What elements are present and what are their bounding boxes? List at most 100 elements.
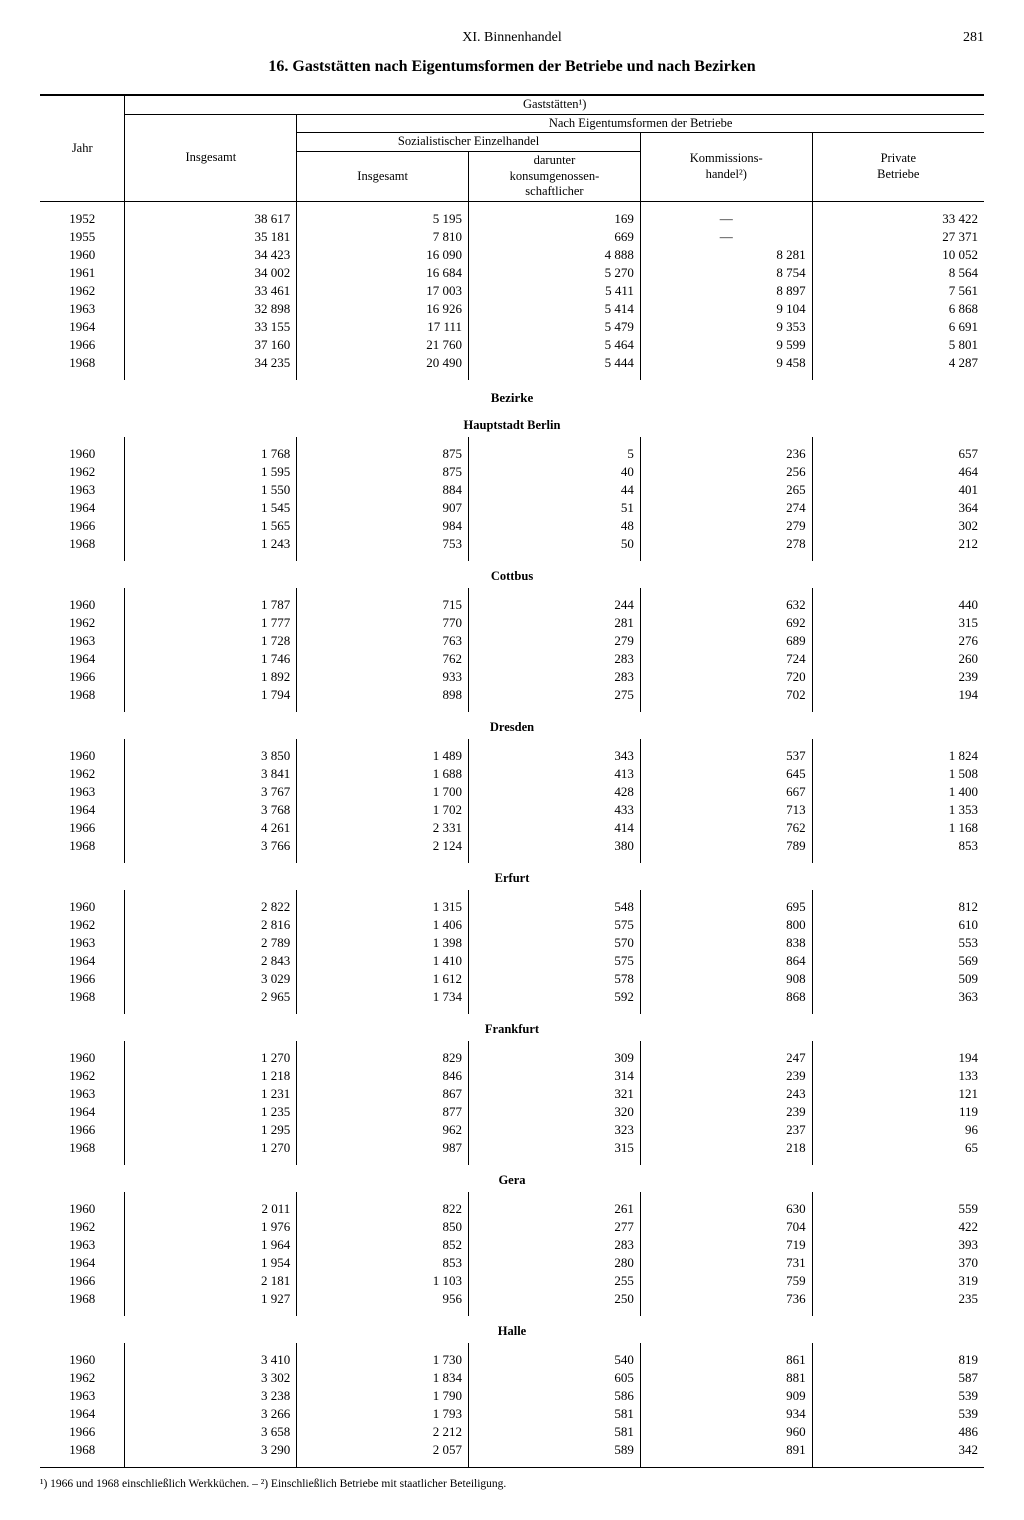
cell-socialist-coop: 5 270 [469, 264, 641, 282]
cell-socialist-coop: 277 [469, 1218, 641, 1236]
col-commission: Kommissions- handel²) [640, 133, 812, 202]
cell-commission: 838 [640, 934, 812, 952]
cell-year: 1963 [40, 300, 125, 318]
cell-private: 212 [812, 535, 984, 553]
cell-private: 553 [812, 934, 984, 952]
cell-private: 119 [812, 1103, 984, 1121]
cell-total: 3 767 [125, 783, 297, 801]
cell-total: 1 218 [125, 1067, 297, 1085]
table-row: 19663 6582 212581960486 [40, 1423, 984, 1441]
district-heading: Halle [40, 1316, 984, 1343]
cell-year: 1955 [40, 228, 125, 246]
cell-total: 1 777 [125, 614, 297, 632]
cell-year: 1952 [40, 210, 125, 228]
cell-commission: 8 754 [640, 264, 812, 282]
cell-total: 1 954 [125, 1254, 297, 1272]
cell-total: 3 238 [125, 1387, 297, 1405]
table-row: 19631 728763279689276 [40, 632, 984, 650]
cell-commission: 236 [640, 445, 812, 463]
cell-total: 3 766 [125, 837, 297, 855]
cell-total: 1 787 [125, 596, 297, 614]
cell-private: 559 [812, 1200, 984, 1218]
cell-year: 1966 [40, 1272, 125, 1290]
cell-year: 1960 [40, 898, 125, 916]
cell-socialist-coop: 169 [469, 210, 641, 228]
cell-socialist-total: 867 [297, 1085, 469, 1103]
cell-year: 1962 [40, 282, 125, 300]
table-row: 19622 8161 406575800610 [40, 916, 984, 934]
cell-total: 2 789 [125, 934, 297, 952]
cell-total: 34 423 [125, 246, 297, 264]
cell-private: 401 [812, 481, 984, 499]
cell-socialist-coop: 414 [469, 819, 641, 837]
cell-total: 3 658 [125, 1423, 297, 1441]
chapter-title: XI. Binnenhandel [80, 30, 944, 46]
cell-commission: 9 599 [640, 336, 812, 354]
cell-total: 2 822 [125, 898, 297, 916]
spacer-row [40, 372, 984, 380]
cell-commission: 239 [640, 1103, 812, 1121]
cell-private: 8 564 [812, 264, 984, 282]
cell-socialist-coop: 586 [469, 1387, 641, 1405]
cell-total: 1 595 [125, 463, 297, 481]
cell-year: 1963 [40, 1236, 125, 1254]
cell-private: 27 371 [812, 228, 984, 246]
cell-commission: — [640, 228, 812, 246]
cell-year: 1962 [40, 614, 125, 632]
cell-socialist-total: 1 406 [297, 916, 469, 934]
table-body: 195238 6175 195169—33 422195535 1817 810… [40, 201, 984, 1467]
cell-socialist-total: 753 [297, 535, 469, 553]
cell-commission: 237 [640, 1121, 812, 1139]
cell-socialist-total: 1 315 [297, 898, 469, 916]
table-row: 19601 787715244632440 [40, 596, 984, 614]
cell-private: 194 [812, 686, 984, 704]
cell-socialist-total: 850 [297, 1218, 469, 1236]
cell-commission: 868 [640, 988, 812, 1006]
cell-socialist-coop: 5 [469, 445, 641, 463]
cell-socialist-coop: 315 [469, 1139, 641, 1157]
cell-socialist-total: 1 103 [297, 1272, 469, 1290]
col-total: Insgesamt [125, 114, 297, 201]
table-row: 19661 892933283720239 [40, 668, 984, 686]
cell-year: 1968 [40, 988, 125, 1006]
cell-socialist-coop: 380 [469, 837, 641, 855]
spacer-row [40, 1343, 984, 1351]
cell-private: 1 400 [812, 783, 984, 801]
cell-commission: 864 [640, 952, 812, 970]
cell-total: 3 029 [125, 970, 297, 988]
cell-total: 1 927 [125, 1290, 297, 1308]
cell-socialist-total: 16 090 [297, 246, 469, 264]
cell-socialist-total: 1 700 [297, 783, 469, 801]
cell-year: 1960 [40, 445, 125, 463]
cell-socialist-total: 956 [297, 1290, 469, 1308]
cell-private: 96 [812, 1121, 984, 1139]
cell-total: 1 746 [125, 650, 297, 668]
cell-socialist-total: 17 111 [297, 318, 469, 336]
cell-year: 1964 [40, 1103, 125, 1121]
table-row: 19602 011822261630559 [40, 1200, 984, 1218]
table-row: 19661 56598448279302 [40, 517, 984, 535]
table-row: 19681 794898275702194 [40, 686, 984, 704]
col-socialist-total: Insgesamt [297, 151, 469, 201]
spacer-row [40, 704, 984, 712]
cell-socialist-coop: 581 [469, 1405, 641, 1423]
cell-commission: 256 [640, 463, 812, 481]
cell-socialist-total: 1 790 [297, 1387, 469, 1405]
cell-private: 65 [812, 1139, 984, 1157]
cell-socialist-coop: 320 [469, 1103, 641, 1121]
cell-year: 1960 [40, 246, 125, 264]
page-number: 281 [944, 30, 984, 46]
cell-private: 819 [812, 1351, 984, 1369]
cell-year: 1964 [40, 650, 125, 668]
spacer-row [40, 437, 984, 445]
cell-total: 33 155 [125, 318, 297, 336]
cell-socialist-coop: 5 444 [469, 354, 641, 372]
table-row: 19641 954853280731370 [40, 1254, 984, 1272]
spacer-row [40, 1006, 984, 1014]
table-row: 19603 8501 4893435371 824 [40, 747, 984, 765]
cell-year: 1964 [40, 1254, 125, 1272]
col-group-top: Gaststätten¹) [125, 95, 984, 114]
cell-commission: 265 [640, 481, 812, 499]
cell-socialist-total: 1 489 [297, 747, 469, 765]
cell-socialist-total: 984 [297, 517, 469, 535]
